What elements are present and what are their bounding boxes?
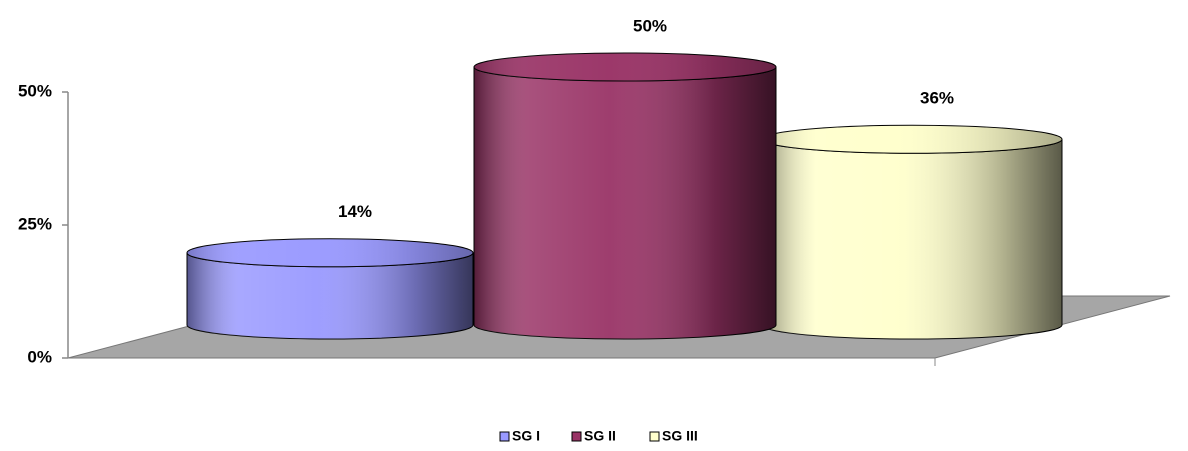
cylinder-shade	[474, 67, 776, 339]
legend-swatch	[499, 431, 510, 442]
cylinder-top-shade	[474, 53, 776, 81]
data-label: 50%	[633, 16, 667, 35]
data-label: 14%	[338, 202, 372, 221]
y-tick-label: 25%	[18, 214, 52, 233]
y-tick-label: 0%	[27, 347, 52, 366]
legend-swatch	[571, 431, 582, 442]
cylinder-shade	[762, 139, 1062, 339]
data-label: 36%	[920, 89, 954, 108]
legend-label: SG II	[584, 428, 616, 444]
legend-label: SG I	[512, 428, 540, 444]
legend-swatch	[649, 431, 660, 442]
cylinder-top-shade	[762, 125, 1062, 154]
cylinder-top-shade	[187, 238, 473, 267]
cylinder-shade	[187, 252, 473, 339]
y-tick-label: 50%	[18, 81, 52, 100]
legend-label: SG III	[662, 428, 698, 444]
